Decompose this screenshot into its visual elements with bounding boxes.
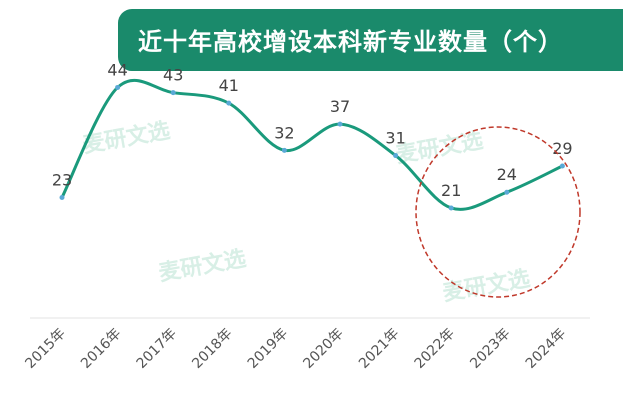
x-tick-label: 2023年 — [467, 326, 513, 372]
title-banner — [118, 9, 623, 71]
data-point — [59, 194, 65, 200]
data-label: 44 — [107, 60, 127, 79]
x-tick-label: 2024年 — [523, 326, 569, 372]
data-label: 21 — [441, 181, 461, 200]
data-label: 41 — [219, 76, 239, 95]
chart-title: 近十年高校增设本科新专业数量（个） — [138, 28, 563, 56]
data-label: 24 — [497, 165, 517, 184]
data-point — [281, 147, 287, 153]
data-point — [559, 163, 565, 169]
series-line — [60, 78, 564, 211]
x-tick-label: 2016年 — [78, 326, 124, 372]
data-point — [226, 100, 232, 106]
x-tick-label: 2019年 — [245, 326, 291, 372]
data-label: 32 — [274, 123, 294, 142]
data-point — [115, 84, 121, 90]
x-tick-label: 2017年 — [134, 326, 180, 372]
x-tick-label: 2022年 — [412, 326, 458, 372]
data-label: 23 — [52, 170, 72, 189]
data-point — [448, 205, 454, 211]
data-point — [504, 189, 510, 195]
x-tick-label: 2021年 — [356, 326, 402, 372]
data-label: 37 — [330, 97, 350, 116]
x-tick-label: 2015年 — [22, 326, 68, 372]
data-label: 43 — [163, 66, 183, 85]
data-label: 29 — [552, 139, 572, 158]
data-point — [337, 121, 343, 127]
data-point — [393, 153, 399, 159]
data-label: 31 — [385, 129, 405, 148]
data-point — [170, 90, 176, 96]
x-tick-label: 2018年 — [189, 326, 235, 372]
highlight-circle — [415, 126, 581, 298]
x-tick-label: 2020年 — [300, 326, 346, 372]
